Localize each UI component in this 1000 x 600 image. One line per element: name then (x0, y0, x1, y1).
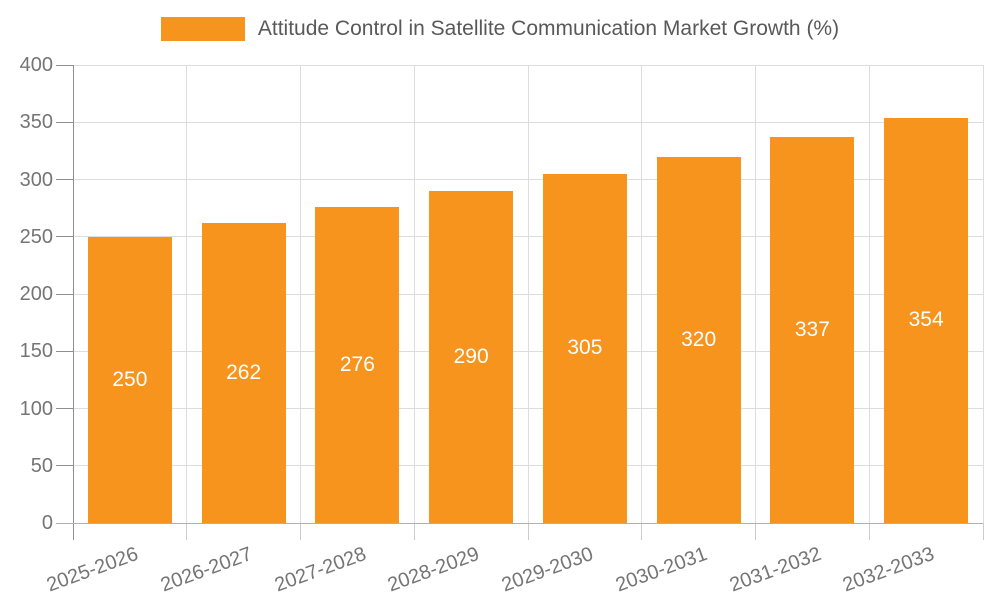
x-axis-label-text: 2030-2031 (612, 543, 711, 597)
bar[interactable]: 262 (201, 223, 286, 523)
y-axis-tick (56, 465, 73, 467)
x-axis-tick (413, 523, 415, 540)
bar-value-label: 305 (567, 336, 603, 360)
bar-value-label: 337 (794, 318, 830, 342)
y-axis-tick (56, 408, 73, 409)
y-axis-label: 50 (30, 454, 53, 477)
bar-value-label: 290 (453, 344, 489, 368)
gridline-vertical (982, 65, 984, 523)
y-axis-tick (56, 179, 73, 180)
x-axis-tick (186, 523, 188, 540)
y-axis-tick (56, 121, 73, 123)
bar[interactable]: 290 (429, 190, 514, 523)
x-axis-tick (300, 523, 301, 540)
y-axis-label: 300 (19, 168, 53, 191)
bar-value-label: 250 (112, 367, 148, 391)
gridline-vertical (755, 65, 756, 523)
y-axis-line (72, 65, 74, 540)
legend[interactable]: Attitude Control in Satellite Communicat… (0, 17, 1000, 41)
x-axis-tick (755, 523, 756, 540)
y-axis-label: 200 (19, 283, 53, 305)
bar-value-label: 320 (681, 327, 717, 351)
bar[interactable]: 276 (315, 206, 400, 523)
y-axis-tick (56, 350, 73, 352)
bar-value-label: 276 (339, 352, 375, 376)
legend-swatch (160, 17, 245, 41)
bar[interactable]: 250 (87, 236, 172, 523)
y-axis-tick (56, 236, 73, 238)
bar-value-label: 262 (226, 360, 262, 384)
x-axis-label-text: 2032-2033 (840, 543, 938, 597)
gridline-vertical (527, 65, 529, 523)
x-axis-label-text: 2027-2028 (271, 543, 369, 597)
x-axis-line (56, 522, 983, 524)
x-axis-label-text: 2025-2026 (43, 543, 142, 597)
x-axis-tick (982, 523, 984, 540)
bar[interactable]: 305 (542, 173, 627, 523)
bar[interactable]: 337 (770, 137, 855, 523)
y-axis-tick (56, 293, 73, 295)
x-axis-tick (868, 523, 870, 540)
y-axis-tick (56, 64, 73, 66)
gridline-vertical (641, 65, 643, 523)
bar-value-label: 354 (908, 308, 944, 332)
bar[interactable]: 354 (884, 117, 969, 523)
bar[interactable]: 320 (656, 156, 741, 523)
x-axis-label-text: 2029-2030 (498, 543, 597, 597)
y-axis-label: 150 (19, 340, 53, 363)
x-axis-label-text: 2026-2027 (157, 543, 256, 597)
gridline-vertical (300, 65, 301, 523)
y-axis-label: 250 (19, 225, 53, 248)
gridline-vertical (413, 65, 415, 523)
x-axis-label-text: 2028-2029 (385, 543, 483, 597)
x-axis-tick (527, 523, 529, 540)
gridline-vertical (868, 65, 870, 523)
legend-label: Attitude Control in Satellite Communicat… (257, 17, 840, 40)
y-axis-label: 0 (41, 512, 53, 534)
y-axis-label: 100 (19, 397, 53, 420)
gridline-vertical (186, 65, 188, 523)
x-axis-label-text: 2031-2032 (726, 543, 824, 597)
y-axis-label: 350 (19, 111, 53, 134)
y-axis-label: 400 (19, 54, 53, 76)
x-axis-tick (641, 523, 643, 540)
